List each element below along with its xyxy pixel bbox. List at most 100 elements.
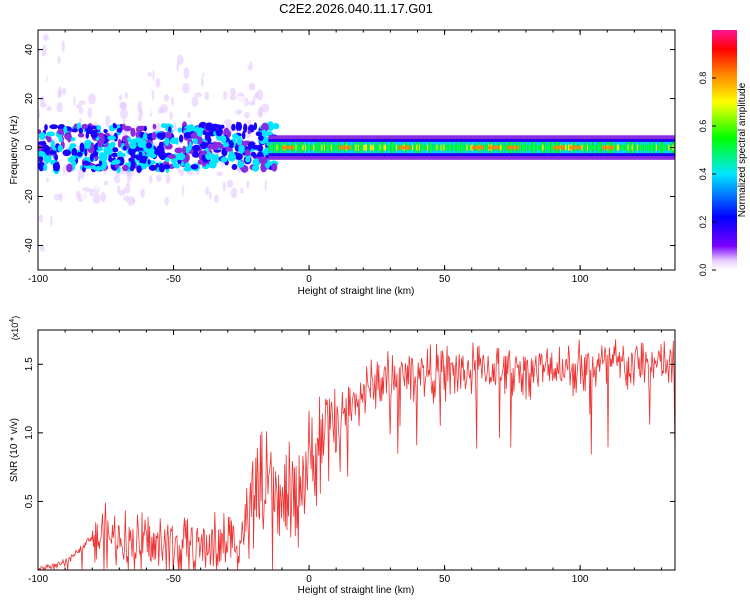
- spectrogram-cell: [543, 144, 546, 151]
- spectrogram-cell: [86, 151, 90, 159]
- spectrogram-cell: [128, 99, 132, 106]
- spectrogram-cell: [588, 144, 590, 151]
- spectrogram-cell: [49, 124, 59, 130]
- spectrogram-cell: [177, 159, 182, 164]
- spectrogram-cell: [231, 123, 236, 131]
- spectrogram-cell: [251, 144, 260, 150]
- spectrogram-cell: [54, 153, 58, 162]
- spectrogram-cell: [462, 144, 464, 151]
- spectrogram-cell: [126, 196, 135, 206]
- spectrogram-cell: [521, 144, 524, 151]
- spectrogram-cell: [344, 145, 346, 150]
- spectrogram-cell: [376, 144, 379, 151]
- spectrogram-cell: [485, 144, 487, 151]
- spectrogram-cell: [528, 144, 531, 151]
- spectrogram-cell: [477, 145, 479, 150]
- spectrogram-cell: [164, 196, 169, 206]
- spectrogram-cell: [214, 194, 219, 204]
- spectrogram-cell: [93, 178, 100, 191]
- spectrogram-cell: [272, 144, 275, 151]
- spectrogram-cell: [623, 144, 626, 151]
- spectrogram-panel: -100 -50 0 50 100 -40 -20 0 20 40 Height of strai…: [9, 29, 676, 297]
- spectrogram-cell: [201, 76, 204, 87]
- spectrogram-cell: [232, 133, 239, 139]
- spectrogram-cell: [241, 131, 246, 140]
- spectrogram-cell: [151, 90, 155, 101]
- spectrogram-cell: [524, 144, 527, 151]
- spectrogram-cell: [283, 145, 285, 150]
- snr-xtick-label: -100: [28, 574, 48, 585]
- spectrogram-cell: [441, 144, 444, 151]
- spectrogram-cell: [183, 166, 192, 172]
- spectrogram-cell: [245, 149, 251, 157]
- spectrogram-cell: [120, 108, 128, 120]
- spectrogram-cell: [164, 157, 170, 163]
- spectrogram-cell: [258, 135, 264, 141]
- spectrogram-cell: [332, 144, 334, 151]
- spectrogram-cell: [559, 145, 562, 150]
- spectrogram-cell: [144, 196, 152, 202]
- spectrogram-cell: [420, 144, 422, 151]
- spectrogram-cell: [661, 144, 664, 151]
- spectrogram-cell: [656, 144, 658, 151]
- spectrogram-cell: [170, 137, 178, 145]
- spectrogram-cell: [184, 145, 191, 154]
- spectrogram-cell: [458, 144, 460, 151]
- spectrogram-cell: [46, 131, 56, 137]
- spectrogram-cell: [447, 144, 449, 151]
- spectrogram-cell: [223, 90, 228, 100]
- spectrogram-cell: [158, 141, 164, 149]
- spectrogram-cell: [43, 33, 49, 42]
- spectrogram-cell: [357, 144, 360, 151]
- spectrogram-cell: [435, 144, 437, 151]
- spectrogram-cell: [132, 175, 135, 184]
- spectrogram-cell: [345, 145, 348, 150]
- spectrogram-cell: [116, 127, 123, 133]
- spectrogram-cell: [599, 144, 601, 151]
- spectrogram-cell: [130, 127, 136, 137]
- spectrogram-cell: [151, 131, 157, 141]
- snr-ytick-label: 1.5: [24, 357, 35, 371]
- spectrogram-cell: [611, 145, 613, 150]
- spectrogram-cell: [317, 144, 319, 151]
- spectrogram-cell: [389, 144, 391, 151]
- spectrogram-cell: [39, 155, 44, 163]
- spectrogram-cell: [38, 129, 42, 134]
- spectrogram-cell: [95, 101, 103, 110]
- spectrogram-cell: [569, 145, 571, 150]
- spectrogram-cell: [352, 144, 355, 151]
- spectrogram-cell: [204, 91, 210, 101]
- spectrogram-cell: [137, 101, 143, 113]
- spectrogram-cell: [348, 145, 350, 150]
- spectrogram-cell: [664, 144, 666, 151]
- spectrogram-cell: [39, 132, 46, 141]
- spectrogram-cell: [632, 144, 635, 151]
- spectrogram-cell: [395, 144, 398, 151]
- spectrogram-cell: [290, 145, 292, 150]
- spectrogram-cell: [414, 144, 417, 151]
- spectrogram-cell: [614, 144, 616, 151]
- spectrogram-cell: [573, 145, 575, 150]
- spectrogram-cell: [576, 145, 578, 150]
- spectrogram-cell: [286, 145, 288, 150]
- spectrogram-cell: [152, 110, 159, 117]
- spectrogram-cell: [578, 145, 581, 150]
- spectrogram-cell: [47, 76, 51, 86]
- spectrogram-cell: [291, 145, 294, 150]
- spectrogram-cell: [191, 96, 199, 107]
- colorbar: 0.0 0.2 0.4 0.6 0.8 Normalized spectral ampl…: [698, 30, 748, 276]
- spectrogram-cell: [391, 144, 394, 151]
- spectrogram-cell: [43, 163, 48, 172]
- spectrogram-cell: [355, 144, 357, 151]
- spectrogram-cell: [410, 144, 413, 151]
- spectrogram-cell: [319, 144, 322, 151]
- spectrogram-cell: [53, 215, 60, 221]
- spectrogram-cell: [294, 144, 296, 151]
- spectrogram-cell: [336, 144, 338, 151]
- spectrogram-cell: [607, 145, 609, 150]
- spectrogram-cell: [273, 144, 276, 151]
- spectrogram-cell: [99, 134, 105, 145]
- spectrogram-cell: [409, 145, 411, 150]
- spectrogram-cell: [511, 145, 513, 150]
- spectrogram-cell: [359, 144, 361, 151]
